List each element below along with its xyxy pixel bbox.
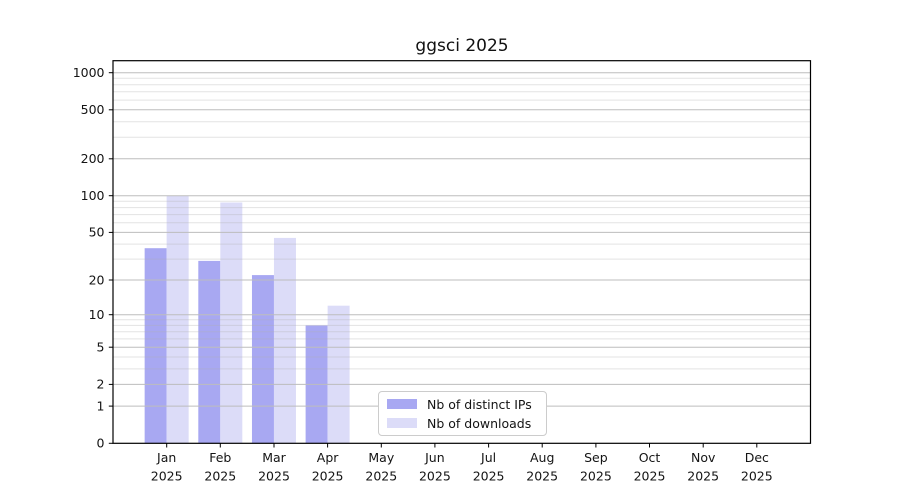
- downloads-bar-jan: [166, 195, 189, 444]
- legend-swatch-distinct-ips: [387, 399, 417, 409]
- x-tick-label-feb: Feb 2025: [204, 450, 236, 484]
- y-tick-label-1000: 1000: [73, 65, 105, 80]
- x-tick-label-jun: Jun 2025: [419, 450, 451, 484]
- y-tick-label-10: 10: [89, 307, 105, 322]
- bars-layer: [144, 195, 350, 444]
- y-tick-label-1: 1: [97, 398, 105, 413]
- gridlines-layer: [113, 72, 811, 407]
- y-tick-label-100: 100: [81, 188, 105, 203]
- legend-entry-downloads: Nb of downloads: [387, 415, 546, 431]
- legend-swatch-downloads: [387, 418, 417, 428]
- x-tick-label-aug: Aug 2025: [526, 450, 558, 484]
- y-tick-label-0: 0: [97, 436, 105, 451]
- plot-border: [112, 60, 812, 444]
- chart-title: ggsci 2025: [415, 36, 509, 56]
- axis-layer: 0 1 2 5 10 20 50 100 200 500 1000 Jan 2025 Feb 2025 Mar…: [73, 60, 812, 484]
- x-tick-label-jul: Jul 2025: [473, 450, 505, 484]
- legend-entry-distinct-ips: Nb of distinct IPs: [387, 396, 546, 412]
- ips-bar-feb: [198, 260, 221, 444]
- y-tick-label-2: 2: [97, 377, 105, 392]
- x-tick-label-jan: Jan 2025: [151, 450, 183, 484]
- y-tick-label-5: 5: [97, 340, 105, 355]
- downloads-bar-mar: [273, 237, 296, 444]
- legend: Nb of distinct IPs Nb of downloads: [378, 391, 547, 436]
- downloads-bar-apr: [327, 305, 350, 444]
- legend-label-distinct-ips: Nb of distinct IPs: [427, 396, 532, 412]
- y-tick-label-20: 20: [89, 272, 105, 287]
- x-tick-label-sep: Sep 2025: [580, 450, 612, 484]
- x-tick-label-may: May 2025: [365, 450, 397, 484]
- x-tick-label-nov: Nov 2025: [687, 450, 719, 484]
- x-tick-label-oct: Oct 2025: [634, 450, 666, 484]
- downloads-bar-feb: [220, 202, 243, 444]
- ips-bar-jan: [144, 248, 167, 444]
- y-tick-label-500: 500: [81, 102, 105, 117]
- ips-bar-mar: [251, 275, 274, 444]
- y-tick-label-200: 200: [81, 151, 105, 166]
- legend-label-downloads: Nb of downloads: [427, 415, 532, 431]
- x-tick-label-mar: Mar 2025: [258, 450, 290, 484]
- x-tick-label-apr: Apr 2025: [312, 450, 344, 484]
- y-tick-label-50: 50: [89, 225, 105, 240]
- x-tick-label-dec: Dec 2025: [741, 450, 773, 484]
